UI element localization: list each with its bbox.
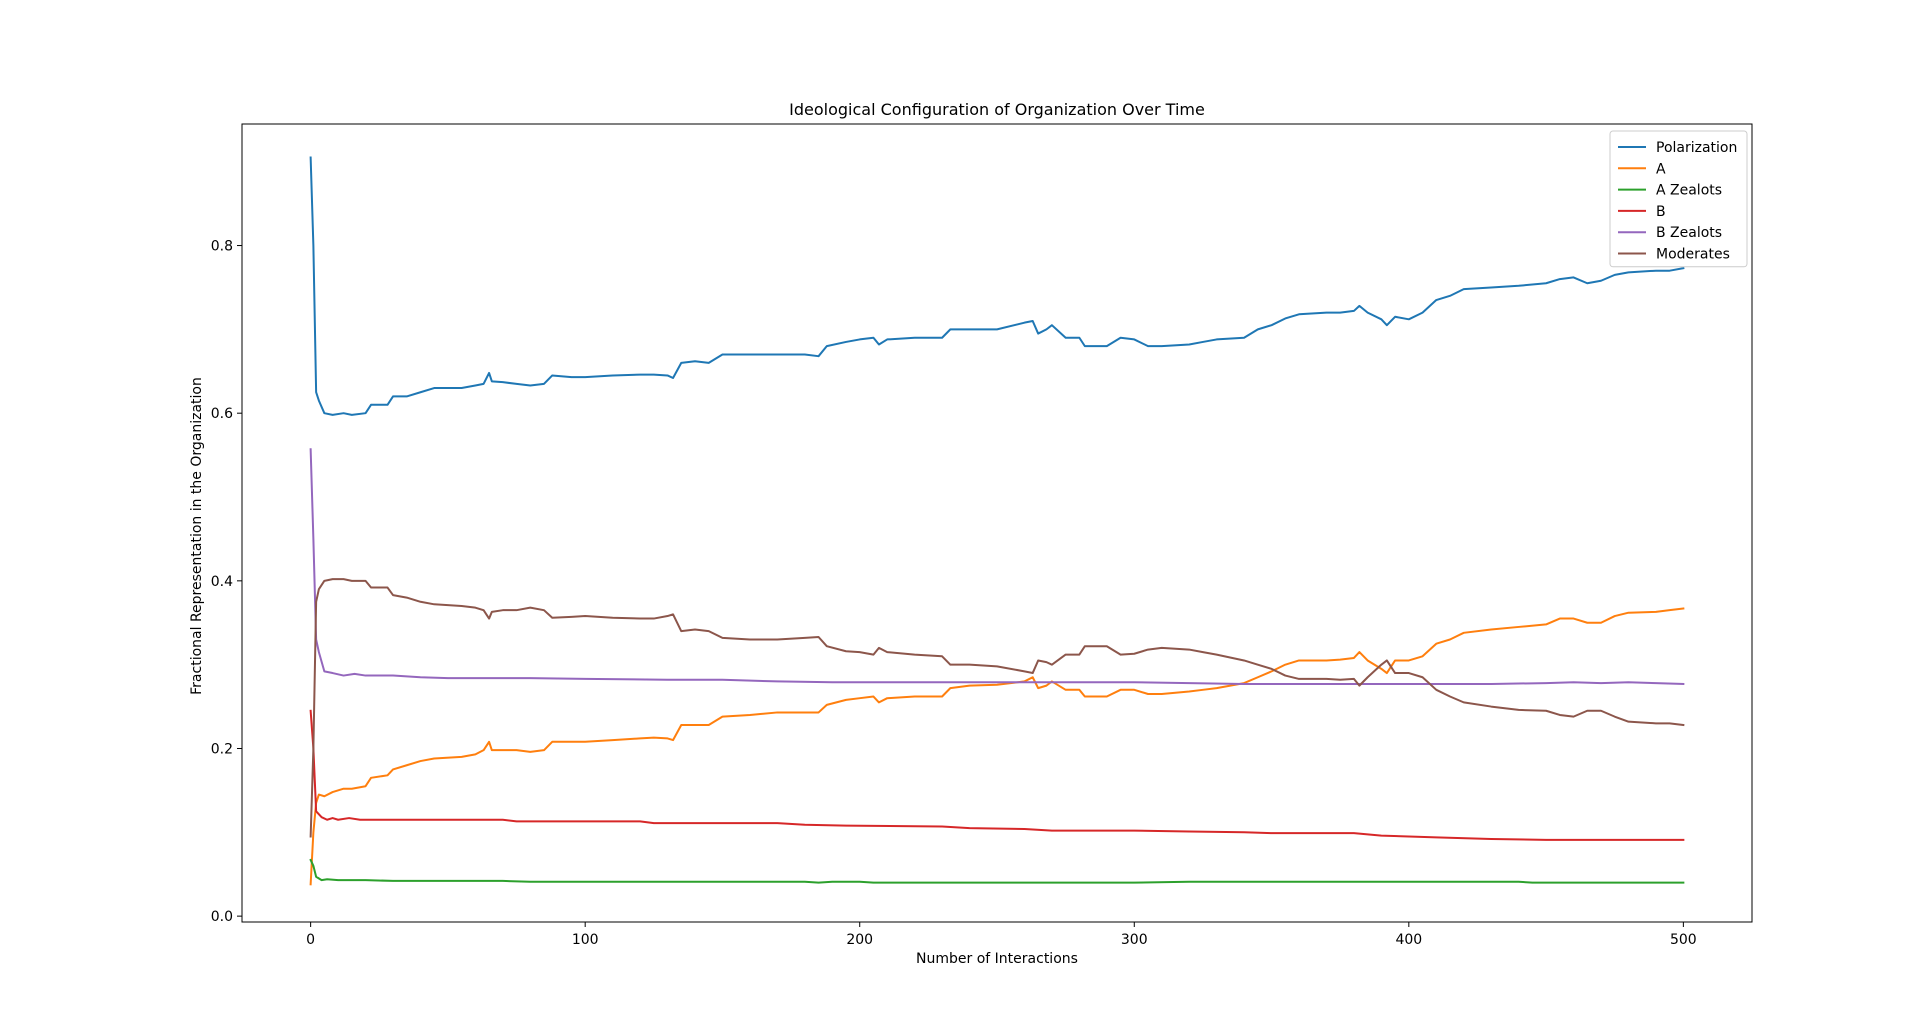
x-axis-label: Number of Interactions — [916, 951, 1078, 967]
series-line-a — [309, 607, 1685, 886]
series-line-b-zealots — [309, 448, 1685, 685]
legend-label: Polarization — [1656, 140, 1737, 156]
x-tick-label: 500 — [1670, 932, 1697, 948]
plot-area — [241, 123, 1753, 923]
x-tick-label: 0 — [306, 932, 315, 948]
y-tick-label: 0.0 — [211, 909, 233, 925]
y-tick-label: 0.6 — [211, 406, 233, 422]
x-tick-label: 200 — [846, 932, 873, 948]
legend-label: B Zealots — [1656, 225, 1722, 241]
plot-frame — [241, 123, 1753, 923]
legend-label: A — [1656, 161, 1666, 177]
series-line-moderates — [309, 578, 1685, 838]
x-tick-label: 100 — [572, 932, 599, 948]
x-tick-label: 400 — [1395, 932, 1422, 948]
legend: Polarization A A Zealots B B Zealots Moderate… — [1609, 130, 1748, 268]
y-axis: 0.0 0.2 0.4 0.6 0.8 — [211, 239, 242, 925]
series-line-a-zealots — [309, 858, 1685, 884]
series-lines — [309, 156, 1685, 886]
x-axis: 0 100 200 300 400 500 — [306, 922, 1697, 948]
series-line-polarization — [309, 156, 1685, 416]
x-tick-label: 300 — [1121, 932, 1148, 948]
y-axis-label: Fractional Representation in the Organiz… — [189, 377, 205, 695]
legend-label: Moderates — [1656, 247, 1730, 263]
legend-label: A Zealots — [1656, 183, 1722, 199]
chart-title: Ideological Configuration of Organizatio… — [789, 100, 1205, 119]
y-tick-label: 0.4 — [211, 574, 233, 590]
y-tick-label: 0.2 — [211, 741, 233, 757]
legend-label: B — [1656, 204, 1666, 220]
y-tick-label: 0.8 — [211, 239, 233, 255]
series-line-b — [309, 709, 1685, 841]
